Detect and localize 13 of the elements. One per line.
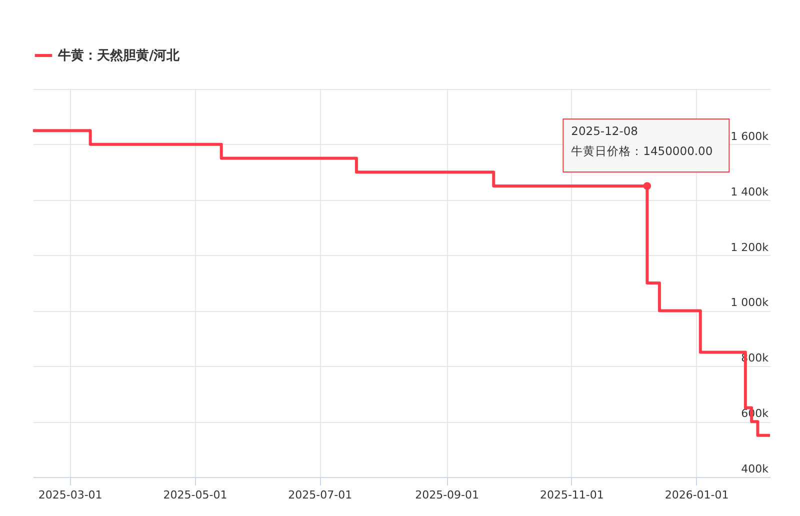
x-tick-label: 2025-07-01 — [288, 488, 352, 502]
legend-label: 牛黄：天然胆黄/河北 — [57, 48, 181, 64]
y-tick-label: 1 600k — [730, 130, 770, 143]
y-tick-label: 400k — [741, 462, 770, 476]
x-tick-label: 2026-01-01 — [664, 488, 729, 502]
y-tick-label: 1 200k — [730, 240, 770, 254]
y-tick-label: 1 400k — [730, 185, 770, 198]
annotation: 2025-12-08 牛黄日价格：1450000.00 — [571, 124, 713, 158]
y-tick-label: 1 000k — [730, 296, 770, 310]
x-tick-label: 2025-05-01 — [163, 488, 228, 502]
x-tick-label: 2025-09-01 — [415, 488, 480, 502]
x-tick-label: 2025-03-01 — [38, 488, 102, 502]
x-tick-label: 2025-11-01 — [540, 488, 604, 502]
